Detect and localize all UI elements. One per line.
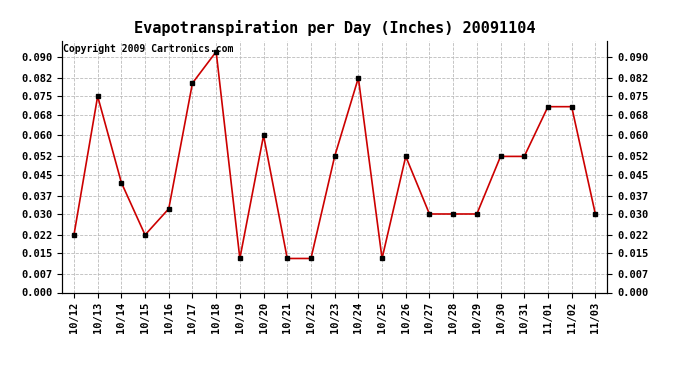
Text: Copyright 2009 Cartronics.com: Copyright 2009 Cartronics.com xyxy=(63,44,234,54)
Title: Evapotranspiration per Day (Inches) 20091104: Evapotranspiration per Day (Inches) 2009… xyxy=(134,20,535,36)
